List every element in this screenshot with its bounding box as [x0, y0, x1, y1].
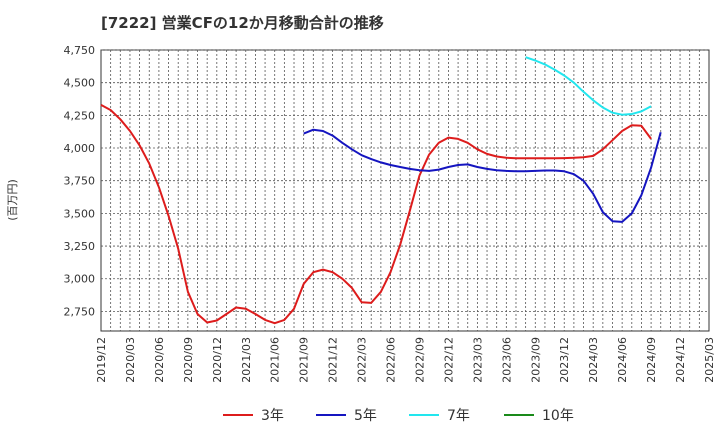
series-line: [303, 128, 662, 223]
x-tick-label: 2021/12: [327, 337, 340, 383]
plot-area: [100, 49, 710, 332]
vertical-gridlines: [110, 50, 700, 331]
chart-title: [7222] 営業CFの12か月移動合計の推移: [101, 14, 384, 32]
x-tick-label: 2024/09: [645, 337, 658, 383]
x-tick-label: 2021/03: [240, 337, 253, 383]
x-tick-label: 2022/12: [442, 337, 455, 383]
y-tick-label: 4,500: [64, 77, 96, 90]
x-tick-label: 2025/03: [703, 337, 716, 383]
legend-label: 3年: [261, 408, 284, 424]
x-tick-label: 2023/06: [500, 337, 513, 383]
x-tick-label: 2024/03: [587, 337, 600, 383]
x-tick-label: 2021/09: [298, 337, 311, 383]
legend-label: 10年: [542, 408, 574, 424]
y-tick-label: 4,250: [64, 109, 96, 122]
x-tick-label: 2024/06: [616, 337, 629, 383]
x-tick-label: 2021/06: [269, 337, 282, 383]
x-tick-label: 2022/06: [385, 337, 398, 383]
horizontal-gridlines: [101, 49, 709, 312]
x-tick-label: 2019/12: [95, 337, 108, 383]
y-tick-label: 2,750: [64, 305, 96, 318]
y-tick-label: 3,250: [64, 240, 96, 253]
x-tick-label: 2020/03: [124, 337, 137, 383]
y-axis-tick-labels: 2,750 3,000 3,250 3,500 3,750 4,000 4,250 4,500…: [64, 44, 96, 318]
x-axis-tick-labels: 2019/12 2020/03 2020/06 2020/09 2020/12 2021/…: [95, 337, 716, 383]
x-tick-label: 2022/09: [413, 337, 426, 383]
legend-label: 7年: [447, 408, 470, 424]
y-tick-label: 3,000: [64, 273, 96, 286]
x-tick-label: 2023/03: [471, 337, 484, 383]
series-layer: [100, 56, 662, 325]
y-tick-label: 4,000: [64, 142, 96, 155]
x-tick-label: 2020/06: [153, 337, 166, 383]
x-tick-label: 2020/12: [211, 337, 224, 383]
x-tick-label: 2024/12: [674, 337, 687, 383]
x-tick-label: 2020/09: [182, 337, 195, 383]
series-line: [100, 104, 652, 325]
series-line: [525, 56, 652, 116]
legend: 3年 5年 7年 10年: [223, 408, 574, 424]
x-tick-label: 2022/03: [356, 337, 369, 383]
legend-label: 5年: [354, 408, 377, 424]
y-tick-label: 3,750: [64, 175, 96, 188]
y-tick-label: 4,750: [64, 44, 96, 57]
x-tick-label: 2023/12: [558, 337, 571, 383]
y-axis-label: (百万円): [6, 179, 19, 221]
x-tick-label: 2023/09: [529, 337, 542, 383]
y-tick-label: 3,500: [64, 207, 96, 220]
